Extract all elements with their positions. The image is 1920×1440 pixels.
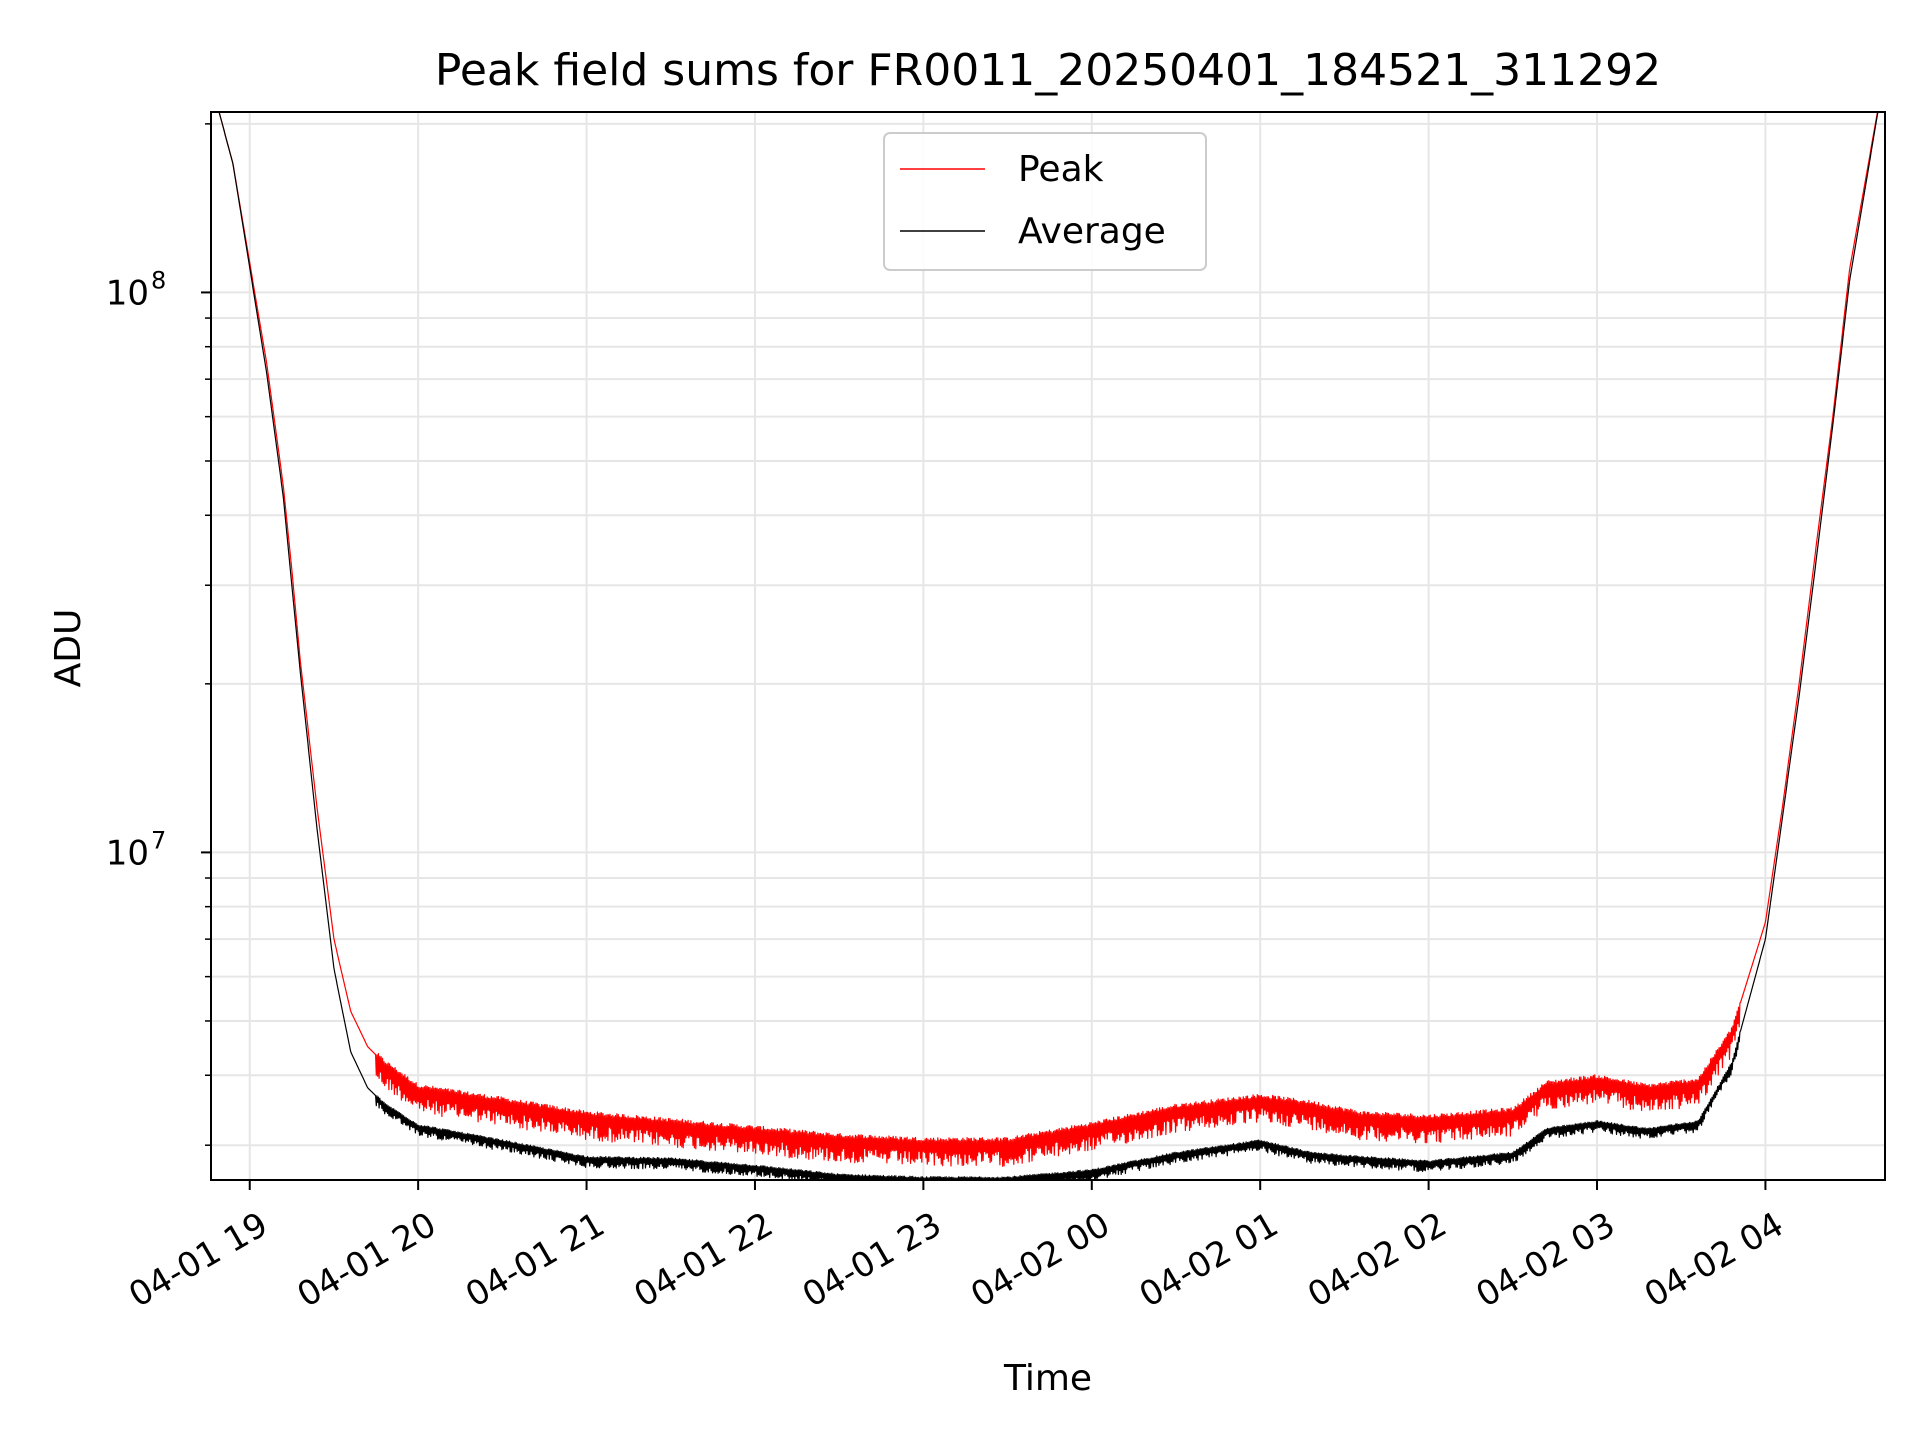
y-tick-exponent: 8 [151,266,166,294]
legend-label-peak: Peak [1018,149,1104,190]
x-axis-label: Time [1003,1358,1092,1399]
series-peak-line [218,112,1879,1167]
y-tick-label: 10 [106,833,149,873]
y-axis-label: ADU [48,609,89,688]
y-tick-label: 10 [106,273,149,313]
series-layer [218,112,1879,1180]
legend-label-average: Average [1018,211,1166,252]
chart-title: Peak field sums for FR0011_20250401_1845… [435,45,1661,96]
y-tick-exponent: 7 [151,826,166,854]
legend-box [883,132,1207,271]
plot-frame [210,111,1886,1181]
series-average-line [218,112,1879,1180]
legend: Peak Average [883,132,1207,271]
